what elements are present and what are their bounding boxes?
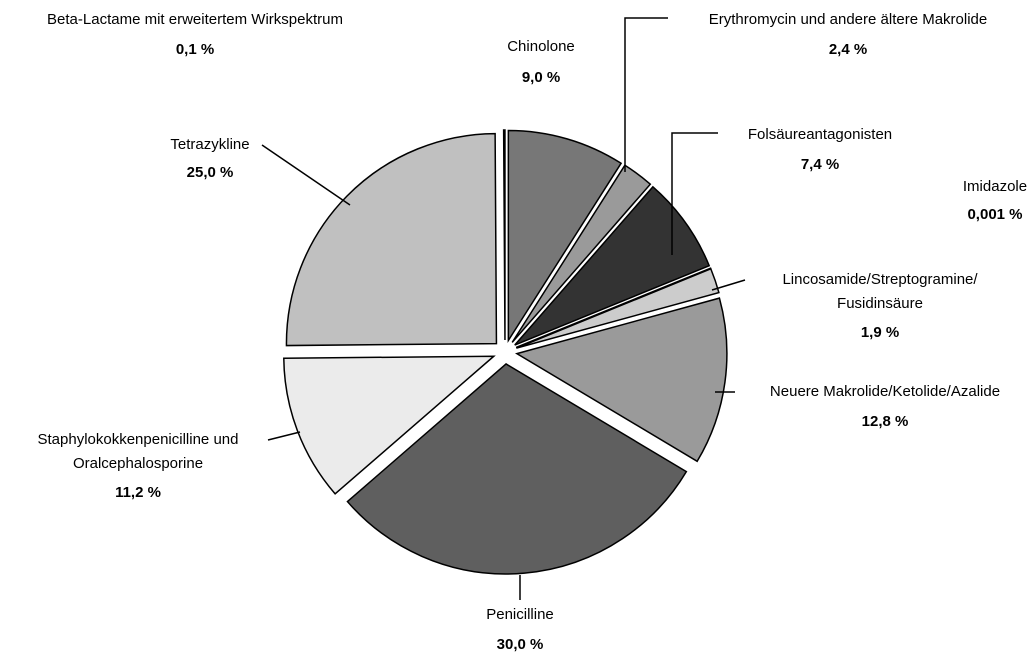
leader-line	[624, 17, 668, 172]
slice-label: Staphylokokkenpenicilline und Oralcephalo…	[38, 431, 239, 472]
slice-label: Chinolone	[507, 38, 575, 55]
leader-line	[711, 279, 746, 291]
pie-slice	[514, 185, 711, 346]
pie-slice	[507, 129, 623, 344]
pie-slice	[346, 363, 688, 575]
pie-slice	[502, 129, 506, 341]
slice-label: Folsäureantagonisten	[748, 126, 892, 143]
value-label: 9,0 %	[522, 69, 560, 86]
value-label: 0,1 %	[176, 41, 214, 58]
pie-slice	[516, 267, 720, 349]
value-label: 2,4 %	[829, 41, 867, 58]
leader-line	[267, 431, 301, 441]
value-label: 25,0 %	[187, 164, 234, 181]
slice-label: Neuere Makrolide/Ketolide/Azalide	[770, 383, 1000, 400]
slice-label: Beta-Lactame mit erweitertem Wirkspektru…	[47, 11, 343, 28]
value-label: 11,2 %	[115, 484, 161, 501]
slice-label: Lincosamide/Streptogramine/Fusidinsäure	[782, 271, 978, 312]
slice-label: Penicilline	[486, 606, 554, 623]
value-label: 7,4 %	[801, 156, 839, 173]
pie-slice	[283, 355, 496, 495]
pie-slice	[514, 297, 728, 463]
value-label: 30,0 %	[497, 636, 544, 653]
leader-line	[671, 132, 718, 255]
slice-label: Tetrazykline	[170, 136, 249, 153]
pie-slice	[285, 132, 498, 347]
slice-label: Imidazole	[963, 178, 1027, 195]
leader-line	[261, 144, 351, 206]
value-label: 0,001 %	[967, 206, 1022, 223]
slice-label: Erythromycin und andere ältere Makrolide	[709, 11, 987, 28]
value-label: 12,8 %	[862, 413, 909, 430]
value-label: 1,9 %	[861, 324, 899, 341]
